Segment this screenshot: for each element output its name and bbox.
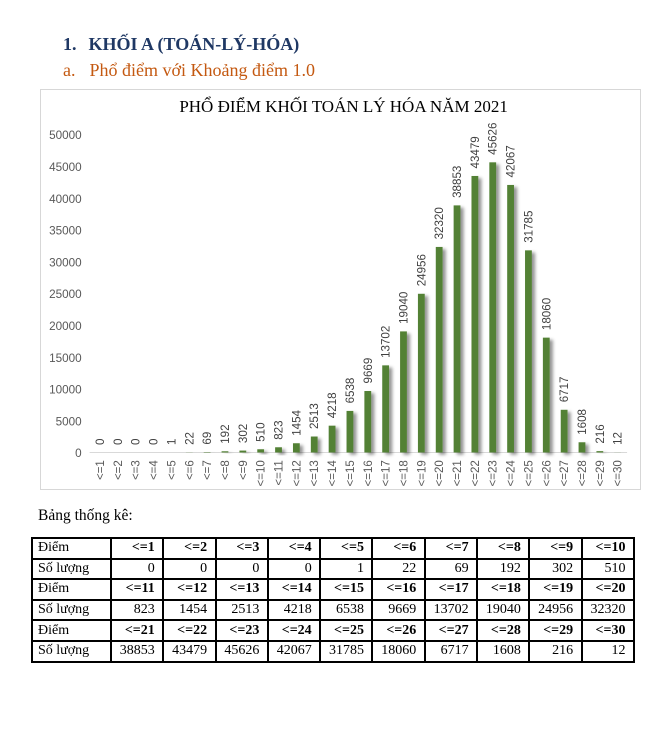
svg-text:302: 302 [236,423,249,442]
svg-text:0: 0 [111,438,124,444]
svg-text:2513: 2513 [308,403,321,429]
svg-text:PHỔ ĐIỂM KHỐI TOÁN LÝ HÓA NĂM: PHỔ ĐIỂM KHỐI TOÁN LÝ HÓA NĂM 2021 [179,96,508,116]
svg-text:5000: 5000 [55,415,82,428]
svg-text:510: 510 [254,422,267,441]
svg-text:<=5: <=5 [166,460,178,480]
svg-text:<=8: <=8 [220,460,232,480]
svg-text:<=20: <=20 [434,460,446,486]
svg-text:<=6: <=6 [184,460,196,480]
svg-text:<=23: <=23 [487,460,499,486]
svg-text:0: 0 [147,438,160,444]
svg-text:<=28: <=28 [577,460,589,486]
svg-text:192: 192 [219,424,232,443]
svg-text:1454: 1454 [290,409,303,435]
svg-text:42067: 42067 [504,145,517,177]
svg-text:<=3: <=3 [130,460,142,480]
svg-text:<=17: <=17 [380,460,392,486]
svg-text:40000: 40000 [49,192,82,205]
svg-text:12: 12 [611,431,624,444]
svg-text:6538: 6538 [343,377,356,403]
svg-text:38853: 38853 [451,165,464,197]
svg-text:6717: 6717 [558,376,571,402]
svg-text:0: 0 [75,447,82,460]
svg-text:<=26: <=26 [541,460,553,486]
svg-text:9669: 9669 [361,357,374,383]
svg-text:0: 0 [94,438,107,444]
svg-text:<=1: <=1 [95,460,107,480]
svg-text:<=24: <=24 [505,459,517,486]
svg-text:50000: 50000 [49,129,82,142]
svg-text:15000: 15000 [49,351,82,364]
svg-text:<=15: <=15 [344,460,356,486]
svg-text:25000: 25000 [49,288,82,301]
svg-text:<=21: <=21 [452,460,464,486]
svg-text:<=9: <=9 [237,460,249,480]
svg-text:<=14: <=14 [327,459,339,486]
svg-text:35000: 35000 [49,224,82,237]
svg-text:4218: 4218 [326,392,339,418]
svg-text:216: 216 [593,424,606,443]
svg-text:<=11: <=11 [273,460,285,485]
svg-text:19040: 19040 [397,291,410,323]
svg-text:0: 0 [129,438,142,444]
svg-text:<=27: <=27 [559,460,571,486]
svg-text:13702: 13702 [379,325,392,357]
svg-text:<=2: <=2 [112,460,124,480]
svg-text:45000: 45000 [49,161,82,174]
svg-text:823: 823 [272,420,285,439]
svg-text:43479: 43479 [468,136,481,168]
svg-text:<=13: <=13 [309,460,321,486]
svg-text:<=30: <=30 [612,460,624,486]
svg-text:1: 1 [165,438,178,444]
svg-text:<=12: <=12 [291,460,303,486]
svg-text:<=22: <=22 [469,460,481,486]
svg-text:<=7: <=7 [202,460,214,480]
svg-text:<=19: <=19 [416,460,428,486]
svg-text:18060: 18060 [540,297,553,329]
svg-text:22: 22 [183,431,196,444]
svg-text:20000: 20000 [49,320,82,333]
svg-text:<=16: <=16 [362,460,374,486]
svg-text:<=18: <=18 [398,460,410,486]
svg-text:24956: 24956 [415,254,428,286]
svg-text:32320: 32320 [433,207,446,239]
svg-text:<=25: <=25 [523,460,535,486]
svg-text:30000: 30000 [49,256,82,269]
svg-text:10000: 10000 [49,383,82,396]
svg-text:1608: 1608 [576,409,589,435]
svg-text:<=4: <=4 [148,459,160,479]
svg-text:31785: 31785 [522,210,535,242]
svg-text:69: 69 [201,431,214,444]
svg-text:<=29: <=29 [594,460,606,486]
svg-text:<=10: <=10 [255,460,267,486]
svg-text:45626: 45626 [486,122,499,154]
